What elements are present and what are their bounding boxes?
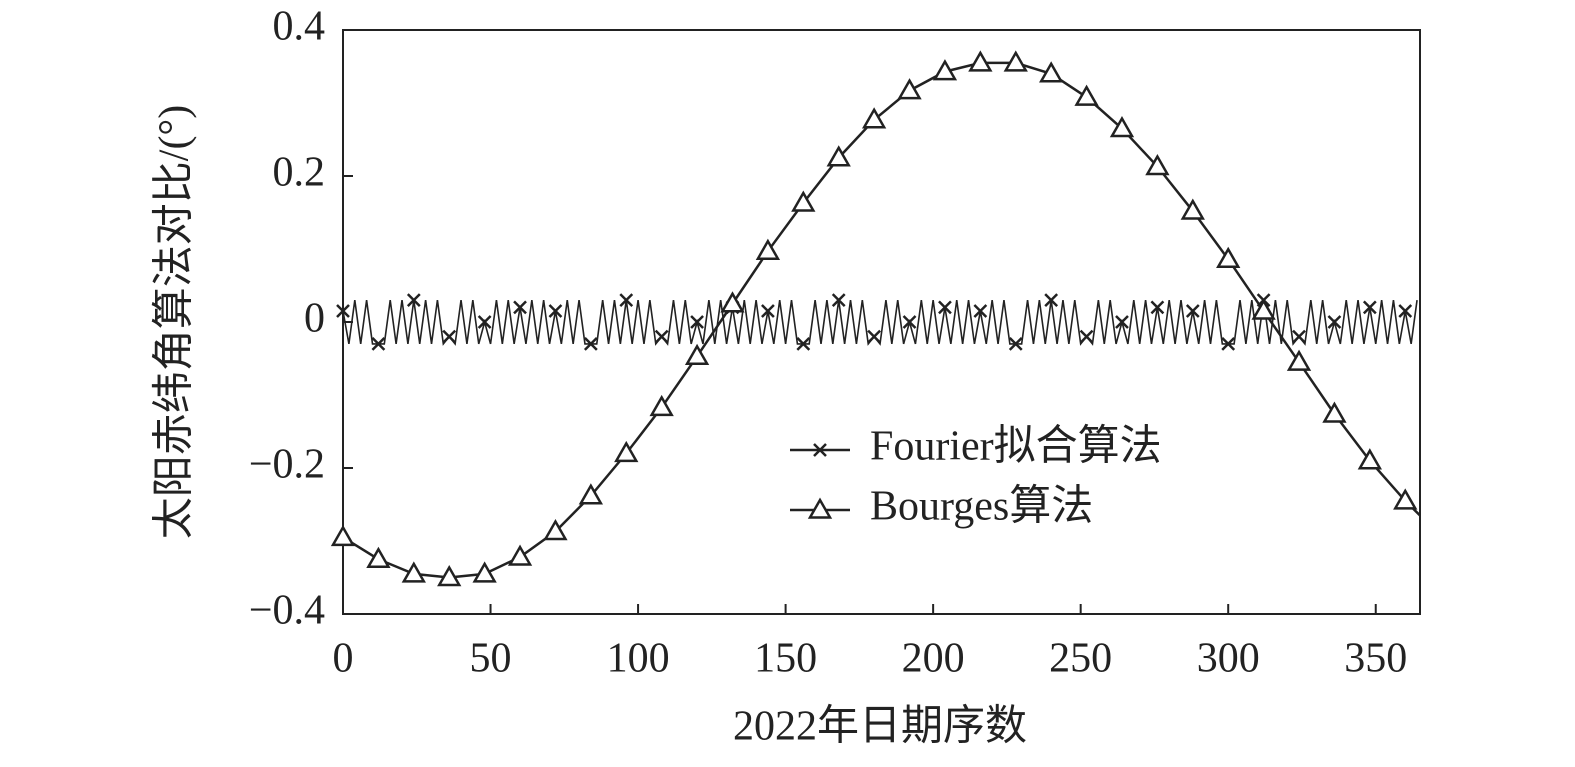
x-axis-label: 2022年日期序数 [733, 703, 1027, 750]
point-marker [861, 107, 887, 129]
point-marker [437, 564, 462, 587]
point-marker [1322, 401, 1347, 423]
point-marker [720, 291, 745, 313]
y-tick-label: −0.2 [249, 442, 325, 488]
point-marker [1039, 61, 1064, 83]
point-marker [1185, 304, 1200, 318]
point-marker [1286, 349, 1312, 371]
point-marker [968, 50, 993, 72]
point-marker [1044, 293, 1059, 307]
legend-marker [813, 443, 827, 457]
series-line [342, 61, 1421, 579]
point-marker [1109, 116, 1135, 138]
point-marker [472, 561, 497, 583]
point-marker [1398, 304, 1413, 318]
point-marker [477, 315, 492, 329]
point-marker [690, 315, 704, 329]
point-marker [1079, 329, 1094, 344]
point-marker [330, 524, 356, 547]
point-marker [336, 304, 350, 318]
point-marker [1327, 315, 1342, 329]
point-marker [1216, 246, 1241, 268]
point-marker [649, 394, 674, 417]
point-marker [442, 329, 457, 344]
legend-marker [807, 497, 833, 519]
point-marker [371, 337, 386, 351]
point-marker [578, 483, 604, 505]
x-tick-label: 350 [1344, 636, 1407, 682]
point-marker [654, 329, 669, 344]
point-marker [543, 518, 568, 541]
legend-label: Bourges算法 [870, 484, 1093, 530]
point-marker [1008, 337, 1023, 351]
point-marker [902, 315, 917, 329]
point-marker [973, 304, 988, 318]
point-marker [548, 304, 563, 318]
point-marker [796, 337, 811, 351]
point-marker [366, 546, 391, 568]
y-tick-label: 0.4 [273, 4, 326, 50]
point-marker [897, 78, 922, 100]
point-marker [1393, 488, 1418, 510]
point-marker [513, 300, 527, 315]
point-marker [1145, 153, 1170, 176]
point-marker [583, 337, 598, 351]
x-tick-label: 150 [754, 636, 817, 682]
y-tick-label: −0.4 [249, 588, 325, 634]
point-marker [1150, 300, 1165, 315]
x-tick-label: 50 [470, 636, 512, 682]
point-marker [684, 343, 710, 366]
point-marker [831, 293, 846, 307]
point-marker [932, 59, 958, 81]
point-marker [1362, 300, 1377, 315]
point-marker [619, 293, 634, 307]
y-axis-label: 太阳赤纬角算法对比/(°) [152, 105, 198, 539]
point-marker [867, 329, 882, 344]
point-marker [1003, 50, 1028, 72]
point-marker [1074, 84, 1099, 106]
point-marker [614, 440, 639, 463]
point-marker [755, 238, 781, 260]
y-tick-label: 0 [304, 296, 325, 342]
x-tick-label: 100 [607, 636, 670, 682]
x-tick-label: 300 [1197, 636, 1260, 682]
point-marker [507, 544, 533, 566]
point-marker [1115, 315, 1129, 329]
x-tick-label: 0 [333, 636, 354, 682]
point-marker [1221, 337, 1236, 351]
point-marker [826, 145, 851, 167]
x-tick-label: 250 [1049, 636, 1112, 682]
point-marker [1180, 198, 1205, 220]
series-line [342, 299, 1418, 346]
point-marker [938, 300, 952, 315]
x-tick-label: 200 [902, 636, 965, 682]
point-marker [1292, 329, 1306, 344]
point-marker [401, 561, 426, 583]
legend-label: Fourier拟合算法 [870, 424, 1162, 470]
point-marker [791, 190, 816, 212]
y-tick-label: 0.2 [273, 150, 326, 196]
point-marker [1251, 298, 1276, 320]
point-marker [1357, 448, 1382, 470]
point-marker [406, 293, 421, 307]
point-marker [761, 304, 775, 318]
